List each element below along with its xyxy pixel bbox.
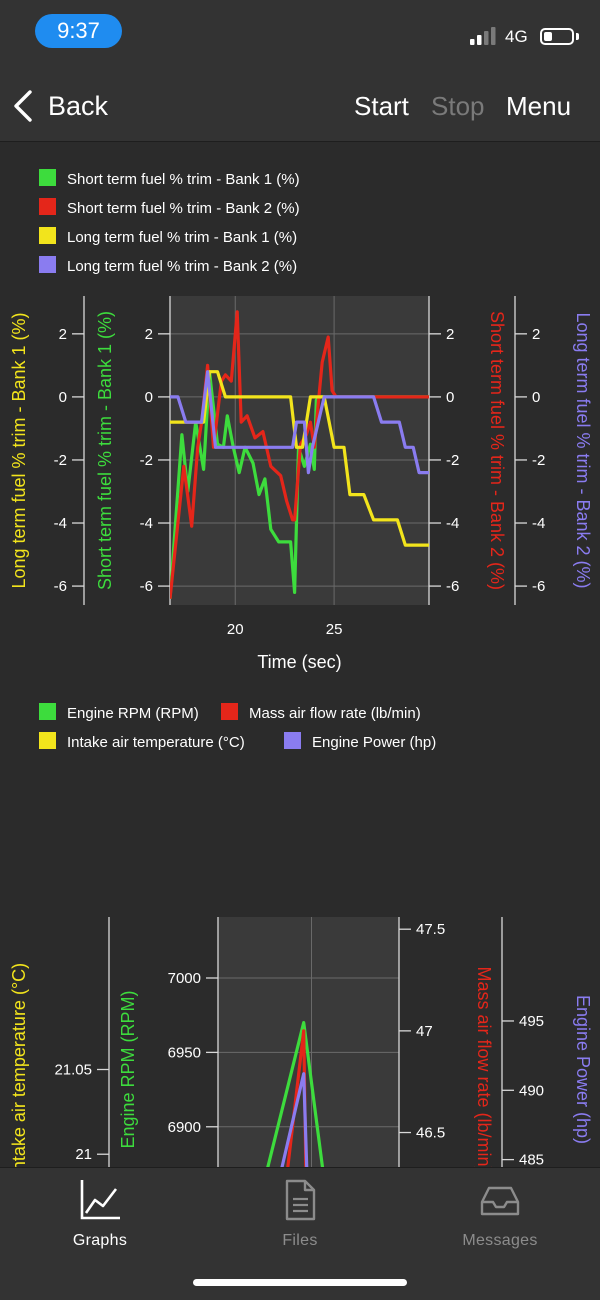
tab-bar: Graphs Files Messages [0, 1167, 600, 1300]
legend-label-engine-power-hp: Engine Power (hp) [312, 734, 436, 751]
legend-label-intake-air-temperature-c: Intake air temperature (°C) [67, 734, 245, 751]
tick-label-left-outer: 21 [75, 1146, 92, 1163]
tick-label-right-inner: 47 [416, 1023, 433, 1040]
tick-label-left-outer: 21.05 [54, 1062, 92, 1079]
x-tick-label: 25 [326, 621, 343, 638]
tick-label-left-inner: 2 [145, 326, 153, 343]
tab-messages-label: Messages [462, 1232, 538, 1249]
back-button[interactable]: Back [12, 86, 108, 126]
tick-label-right-inner: 2 [446, 326, 454, 343]
fuel-trim-chart: Short term fuel % trim - Bank 1 (%) Short… [9, 169, 593, 672]
nav-bar: Back Start Stop Menu [0, 64, 600, 142]
home-indicator [193, 1279, 407, 1286]
menu-button[interactable]: Menu [506, 91, 572, 121]
tick-label-right-outer: 2 [532, 326, 540, 343]
chevron-left-icon [14, 90, 32, 122]
network-type: 4G [505, 27, 528, 46]
graphs-content: Short term fuel % trim - Bank 1 (%) Short… [0, 143, 600, 1167]
legend-swatch-mass-air-flow-rate-lb-min [221, 703, 238, 720]
axis-title-long-term-fuel-trim-bank-1: Long term fuel % trim - Bank 1 (%) [9, 312, 29, 588]
tick-label-right-outer: 0 [532, 389, 540, 406]
legend-label-short-term-fuel-trim-bank-1: Short term fuel % trim - Bank 1 (%) [67, 171, 300, 188]
tick-label-left-inner: 7000 [168, 970, 201, 987]
series-line-engine-power-hp [280, 1072, 309, 1167]
document-icon [285, 1179, 316, 1221]
tick-label-left-inner: 0 [145, 389, 153, 406]
series-line-long-term-fuel-trim-bank-1 [170, 370, 429, 547]
series-line-engine-rpm-rpm [266, 1021, 325, 1167]
legend-label-short-term-fuel-trim-bank-2: Short term fuel % trim - Bank 2 (%) [67, 200, 300, 217]
tab-graphs-label: Graphs [72, 1232, 128, 1249]
tick-label-left-inner: -6 [140, 578, 153, 595]
tick-label-right-outer: -4 [532, 515, 545, 532]
legend-swatch-short-term-fuel-trim-bank-2 [39, 198, 56, 215]
tick-label-left-inner: 6900 [168, 1119, 201, 1136]
inbox-tray-icon [480, 1186, 520, 1216]
tick-label-right-outer: 495 [519, 1013, 544, 1030]
tick-label-left-outer: 2 [59, 326, 67, 343]
back-label: Back [48, 90, 109, 121]
x-axis-title: Time (sec) [257, 652, 341, 672]
legend-label-long-term-fuel-trim-bank-1: Long term fuel % trim - Bank 1 (%) [67, 229, 297, 246]
axis-title-short-term-fuel-trim-bank-1: Short term fuel % trim - Bank 1 (%) [95, 311, 115, 590]
tab-files-label: Files [282, 1232, 318, 1249]
tick-label-left-inner: 6950 [168, 1044, 201, 1061]
tick-label-left-outer: -4 [54, 515, 67, 532]
tick-label-right-outer: 485 [519, 1152, 544, 1167]
legend-label-mass-air-flow-rate-lb-min: Mass air flow rate (lb/min) [249, 705, 421, 722]
battery-level [544, 32, 552, 41]
axis-title-intake-air-temperature-c: Intake air temperature (°C) [9, 963, 29, 1167]
tick-label-left-outer: 0 [59, 389, 67, 406]
tab-messages[interactable]: Messages [400, 1178, 600, 1258]
tab-files[interactable]: Files [200, 1178, 400, 1258]
tick-label-right-inner: 0 [446, 389, 454, 406]
status-time: 9:37 [35, 14, 122, 48]
axis-title-long-term-fuel-trim-bank-2: Long term fuel % trim - Bank 2 (%) [573, 312, 593, 588]
tick-label-left-inner: -2 [140, 452, 153, 469]
legend-swatch-engine-rpm-rpm [39, 703, 56, 720]
legend-swatch-short-term-fuel-trim-bank-1 [39, 169, 56, 186]
tick-label-right-inner: -2 [446, 452, 459, 469]
line-chart-icon [80, 1180, 120, 1220]
signal-strength-icon [470, 27, 496, 45]
plot-area [218, 917, 399, 1167]
status-bar: 9:37 4G [0, 0, 600, 64]
battery-icon [540, 28, 574, 45]
axis-title-engine-power-hp: Engine Power (hp) [573, 995, 593, 1144]
tick-label-right-inner: 47.5 [416, 921, 445, 938]
x-tick-label: 20 [227, 621, 244, 638]
series-group [266, 1021, 325, 1167]
battery-cap [576, 33, 579, 40]
tick-label-right-outer: -2 [532, 452, 545, 469]
legend-swatch-long-term-fuel-trim-bank-2 [39, 256, 56, 273]
tick-label-left-outer: -2 [54, 452, 67, 469]
stop-button[interactable]: Stop [431, 91, 485, 121]
tick-label-right-inner: 46.5 [416, 1125, 445, 1142]
tick-label-right-inner: -6 [446, 578, 459, 595]
tick-label-left-inner: -4 [140, 515, 153, 532]
tick-label-left-outer: -6 [54, 578, 67, 595]
tick-label-right-inner: -4 [446, 515, 459, 532]
start-button[interactable]: Start [354, 91, 409, 121]
axis-title-mass-air-flow-rate-lb-min: Mass air flow rate (lb/min) [474, 966, 494, 1167]
tick-label-right-outer: 490 [519, 1082, 544, 1099]
legend-label-engine-rpm-rpm: Engine RPM (RPM) [67, 705, 199, 722]
axis-title-engine-rpm-rpm: Engine RPM (RPM) [118, 990, 138, 1148]
legend-label-long-term-fuel-trim-bank-2: Long term fuel % trim - Bank 2 (%) [67, 258, 297, 275]
axis-title-short-term-fuel-trim-bank-2: Short term fuel % trim - Bank 2 (%) [487, 311, 507, 590]
engine-chart: Engine RPM (RPM) Mass air flow rate (lb/m… [9, 703, 593, 1167]
legend-swatch-engine-power-hp [284, 732, 301, 749]
tick-label-right-outer: -6 [532, 578, 545, 595]
legend-swatch-long-term-fuel-trim-bank-1 [39, 227, 56, 244]
series-group [170, 310, 429, 599]
legend-swatch-intake-air-temperature-c [39, 732, 56, 749]
series-line-long-term-fuel-trim-bank-2 [170, 370, 429, 475]
tab-graphs[interactable]: Graphs [0, 1178, 200, 1258]
